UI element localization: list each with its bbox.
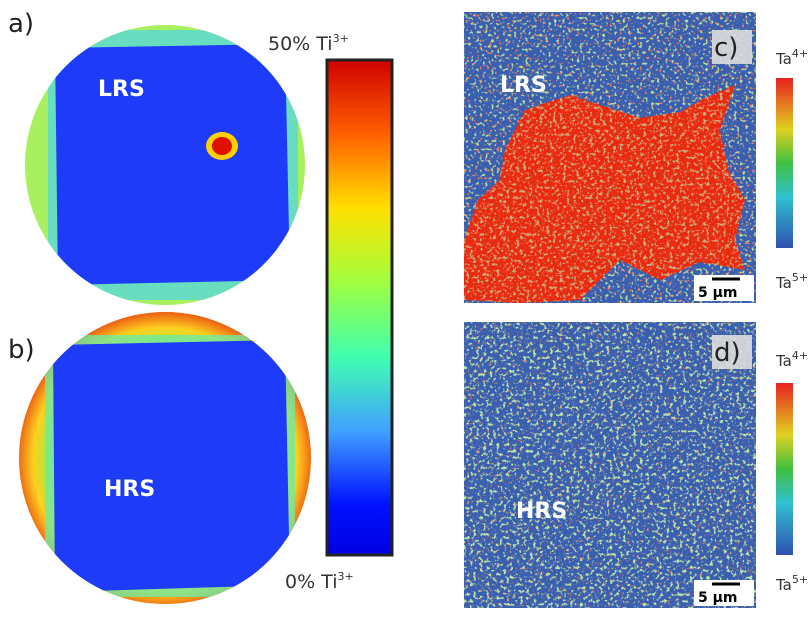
panel-d-image <box>464 322 756 608</box>
scale-label: 5 µm <box>698 590 738 606</box>
label-sup: 3+ <box>337 570 353 583</box>
colorbar-top-label: Ta4+ <box>775 349 808 370</box>
colorbar <box>776 78 793 248</box>
label-sup: 5+ <box>792 573 808 586</box>
panel-a-image <box>25 25 305 305</box>
label-sup: 4+ <box>792 47 808 60</box>
colorbar <box>325 58 394 557</box>
label-sup: 4+ <box>792 349 808 362</box>
state-label: LRS <box>98 77 145 102</box>
colorbar-top-label: 50% Ti3+ <box>268 32 349 55</box>
panel-label: d) <box>714 338 741 368</box>
label-text: Ta <box>775 50 792 68</box>
panel-c-image <box>464 12 756 303</box>
colorbar <box>776 383 793 555</box>
label-text: Ta <box>775 274 792 292</box>
colorbar-top-label: Ta4+ <box>775 47 808 68</box>
state-label: LRS <box>500 73 547 98</box>
label-text: 0% Ti <box>285 571 337 593</box>
colorbar-bottom-label: 0% Ti3+ <box>285 570 354 593</box>
colorbar-bottom-label: Ta5+ <box>775 271 808 292</box>
scale-label: 5 µm <box>698 285 738 301</box>
panel-label: c) <box>714 33 738 63</box>
state-label: HRS <box>516 499 567 524</box>
label-text: 50% Ti <box>268 33 333 55</box>
label-text: Ta <box>775 576 792 594</box>
panel-label: b) <box>8 335 35 365</box>
panel-b-image <box>19 312 311 604</box>
label-sup: 5+ <box>792 271 808 284</box>
state-label: HRS <box>104 477 155 502</box>
label-sup: 3+ <box>333 32 349 45</box>
colorbar-bottom-label: Ta5+ <box>775 573 808 594</box>
panel-label: a) <box>8 9 34 39</box>
label-text: Ta <box>775 352 792 370</box>
